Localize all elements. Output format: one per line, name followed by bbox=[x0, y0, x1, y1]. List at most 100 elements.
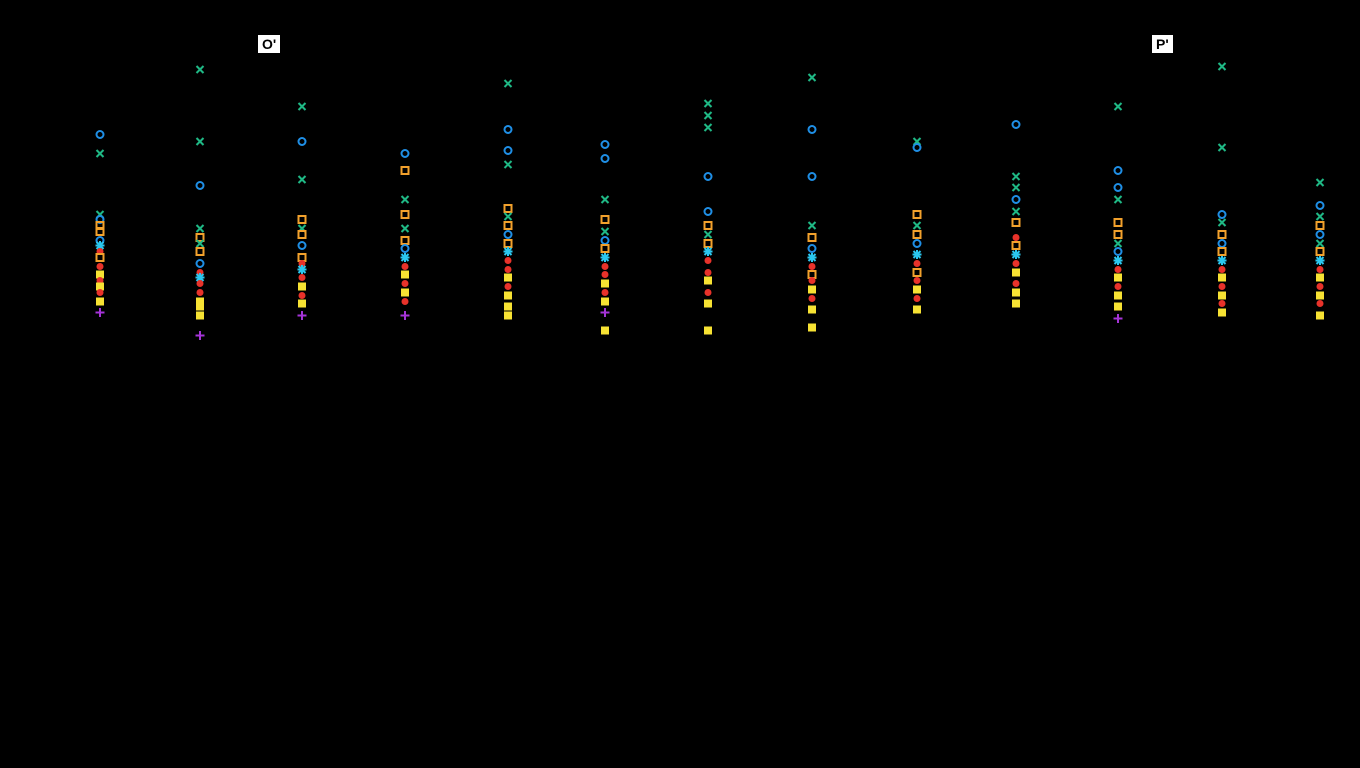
data-point bbox=[1218, 226, 1227, 244]
data-point bbox=[1316, 278, 1325, 296]
data-point bbox=[401, 206, 410, 224]
data-point bbox=[298, 211, 307, 229]
data-point bbox=[298, 287, 307, 305]
data-point bbox=[96, 272, 105, 290]
data-point bbox=[298, 269, 307, 287]
data-point bbox=[504, 142, 513, 160]
panel-label-p: P' bbox=[1152, 35, 1173, 53]
data-point bbox=[1316, 217, 1325, 235]
data-point bbox=[704, 235, 713, 253]
data-point bbox=[808, 272, 817, 290]
data-point bbox=[96, 249, 105, 267]
data-point bbox=[298, 98, 307, 116]
data-point bbox=[196, 264, 205, 282]
data-point bbox=[298, 307, 307, 325]
data-point bbox=[1114, 98, 1123, 116]
data-point bbox=[808, 249, 817, 267]
data-point bbox=[601, 293, 610, 311]
data-point bbox=[96, 217, 105, 235]
data-point bbox=[913, 255, 922, 273]
data-point bbox=[96, 243, 105, 261]
data-point bbox=[1012, 116, 1021, 134]
data-point bbox=[96, 258, 105, 276]
data-point bbox=[298, 278, 307, 296]
data-point bbox=[1114, 162, 1123, 180]
data-point bbox=[504, 261, 513, 279]
data-point bbox=[913, 217, 922, 235]
data-point bbox=[196, 293, 205, 311]
data-point bbox=[298, 237, 307, 255]
data-point bbox=[96, 237, 105, 255]
data-point bbox=[808, 281, 817, 299]
data-point bbox=[401, 266, 410, 284]
data-point bbox=[1114, 252, 1123, 270]
data-point bbox=[196, 275, 205, 293]
data-point bbox=[601, 191, 610, 209]
data-point bbox=[401, 145, 410, 163]
data-point bbox=[196, 229, 205, 247]
data-point bbox=[704, 217, 713, 235]
data-point bbox=[808, 301, 817, 319]
data-point bbox=[298, 249, 307, 267]
data-point bbox=[504, 156, 513, 174]
data-point bbox=[401, 162, 410, 180]
data-point bbox=[96, 284, 105, 302]
data-point bbox=[504, 243, 513, 261]
data-point bbox=[298, 171, 307, 189]
data-point bbox=[504, 226, 513, 244]
data-point bbox=[704, 119, 713, 137]
data-point bbox=[401, 249, 410, 267]
data-point bbox=[1316, 261, 1325, 279]
data-point bbox=[1218, 295, 1227, 313]
data-point bbox=[96, 145, 105, 163]
data-point bbox=[808, 229, 817, 247]
data-point bbox=[504, 208, 513, 226]
data-point bbox=[1316, 208, 1325, 226]
data-point bbox=[1218, 287, 1227, 305]
data-point bbox=[808, 266, 817, 284]
data-point bbox=[1218, 252, 1227, 270]
data-point bbox=[504, 287, 513, 305]
data-point bbox=[1218, 214, 1227, 232]
data-point bbox=[601, 275, 610, 293]
data-point bbox=[913, 264, 922, 282]
data-point bbox=[96, 304, 105, 322]
data-point bbox=[704, 284, 713, 302]
data-point bbox=[1218, 278, 1227, 296]
data-point bbox=[1218, 304, 1227, 322]
data-point bbox=[1218, 139, 1227, 157]
data-point bbox=[1012, 191, 1021, 209]
data-point bbox=[913, 206, 922, 224]
data-point bbox=[504, 298, 513, 316]
data-point bbox=[1218, 235, 1227, 253]
data-point bbox=[808, 121, 817, 139]
data-point bbox=[401, 307, 410, 325]
data-point bbox=[601, 258, 610, 276]
data-point bbox=[96, 232, 105, 250]
data-point bbox=[704, 107, 713, 125]
data-point bbox=[96, 126, 105, 144]
data-point bbox=[913, 139, 922, 157]
data-point bbox=[1114, 287, 1123, 305]
data-point bbox=[1012, 237, 1021, 255]
data-point bbox=[1316, 252, 1325, 270]
data-point bbox=[1114, 226, 1123, 244]
data-point bbox=[601, 223, 610, 241]
data-point bbox=[96, 293, 105, 311]
data-point bbox=[196, 327, 205, 345]
data-point bbox=[1012, 229, 1021, 247]
data-point bbox=[196, 243, 205, 261]
data-point bbox=[1114, 179, 1123, 197]
data-point bbox=[196, 307, 205, 325]
data-point bbox=[504, 307, 513, 325]
data-point bbox=[504, 200, 513, 218]
data-point bbox=[1114, 298, 1123, 316]
data-point bbox=[913, 301, 922, 319]
data-point bbox=[1012, 295, 1021, 313]
data-point bbox=[808, 258, 817, 276]
data-point bbox=[504, 75, 513, 93]
data-point bbox=[1114, 235, 1123, 253]
data-point bbox=[913, 133, 922, 151]
data-point bbox=[913, 226, 922, 244]
data-point bbox=[808, 240, 817, 258]
